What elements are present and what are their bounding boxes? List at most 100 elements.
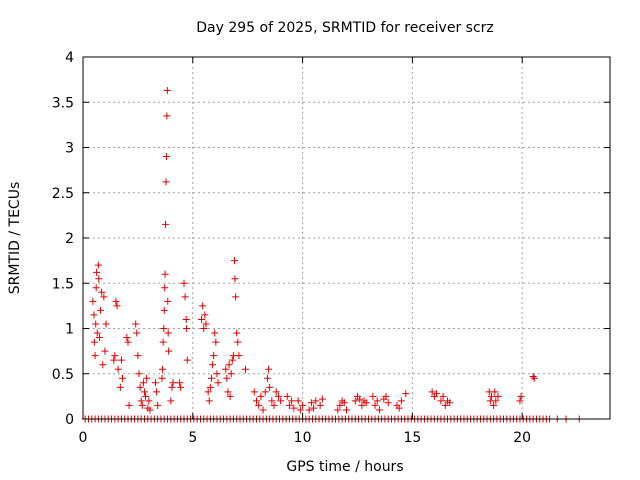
chart-title: Day 295 of 2025, SRMTID for receiver scr… <box>196 20 494 36</box>
data-point <box>162 220 170 228</box>
data-point <box>169 379 177 387</box>
data-point <box>356 395 364 403</box>
data-point <box>382 392 390 400</box>
data-point <box>226 392 234 400</box>
data-point <box>491 388 499 396</box>
data-point <box>336 401 344 409</box>
data-point <box>159 338 167 346</box>
grid-lines <box>83 57 610 419</box>
data-point <box>89 297 97 305</box>
data-point <box>222 365 230 373</box>
data-point <box>143 374 151 382</box>
data-point <box>369 392 377 400</box>
data-point <box>145 397 153 405</box>
data-point <box>181 293 189 301</box>
data-point <box>125 401 133 409</box>
data-point <box>395 404 403 412</box>
axis-ticks <box>82 56 610 420</box>
data-point <box>198 315 206 323</box>
data-point <box>100 293 108 301</box>
data-point <box>112 297 120 305</box>
data-point <box>154 401 162 409</box>
y-tick-label: 0.5 <box>52 367 74 383</box>
data-point <box>517 392 525 400</box>
data-point <box>136 383 144 391</box>
data-point <box>233 329 241 337</box>
data-point <box>206 383 214 391</box>
data-point <box>270 401 278 409</box>
data-point <box>285 401 293 409</box>
data-point <box>146 406 154 414</box>
data-point <box>182 315 190 323</box>
data-point <box>223 374 231 382</box>
data-point <box>437 397 445 405</box>
data-point <box>199 302 207 310</box>
data-point <box>371 401 379 409</box>
data-point <box>133 329 141 337</box>
data-point <box>231 275 239 283</box>
data-point <box>373 397 381 405</box>
data-point <box>114 365 122 373</box>
data-point <box>202 320 210 328</box>
x-tick-label: 20 <box>513 430 531 446</box>
data-point <box>101 347 109 355</box>
data-point <box>257 392 265 400</box>
data-point <box>161 284 169 292</box>
data-point <box>135 370 143 378</box>
data-point <box>225 361 233 369</box>
data-point <box>116 383 124 391</box>
data-point <box>139 379 147 387</box>
data-point <box>307 399 315 407</box>
data-point <box>439 392 447 400</box>
data-point <box>161 270 169 278</box>
data-point <box>164 329 172 337</box>
data-point <box>183 325 191 332</box>
data-point <box>209 361 217 369</box>
y-tick-label: 2.5 <box>52 186 74 202</box>
data-point <box>94 261 102 269</box>
data-point <box>294 397 302 405</box>
y-tick-label: 1 <box>65 322 74 338</box>
data-point <box>210 352 218 360</box>
data-point <box>160 306 168 314</box>
data-point <box>261 388 269 396</box>
data-point <box>318 395 326 403</box>
data-point <box>305 406 313 414</box>
x-tick-label: 15 <box>403 430 421 446</box>
data-point <box>492 397 500 405</box>
data-point <box>91 352 99 360</box>
data-point <box>530 374 538 382</box>
data-point <box>168 383 176 391</box>
data-point <box>283 392 291 400</box>
data-point <box>255 401 263 409</box>
data-point <box>402 390 410 398</box>
data-point <box>176 379 184 387</box>
data-point <box>290 404 298 412</box>
x-tick-label: 5 <box>188 430 197 446</box>
data-point <box>163 112 171 120</box>
data-point <box>211 329 219 337</box>
data-point <box>90 338 98 346</box>
data-point <box>340 399 348 407</box>
data-point <box>134 352 142 360</box>
data-point <box>163 86 171 94</box>
data-point <box>102 320 110 328</box>
data-point <box>250 388 258 396</box>
data-point <box>117 356 125 364</box>
data-point <box>299 401 307 409</box>
data-point <box>362 399 370 407</box>
data-point <box>92 320 100 328</box>
data-point <box>204 388 212 396</box>
data-point <box>177 383 185 391</box>
data-point <box>274 392 282 400</box>
data-point <box>200 325 208 332</box>
data-point <box>490 401 498 409</box>
data-point <box>241 365 249 373</box>
data-point <box>207 374 215 382</box>
data-point <box>142 392 150 400</box>
data-point <box>231 257 239 265</box>
y-tick-label: 0 <box>65 412 74 428</box>
x-tick-label: 10 <box>294 430 312 446</box>
data-point <box>158 365 166 373</box>
